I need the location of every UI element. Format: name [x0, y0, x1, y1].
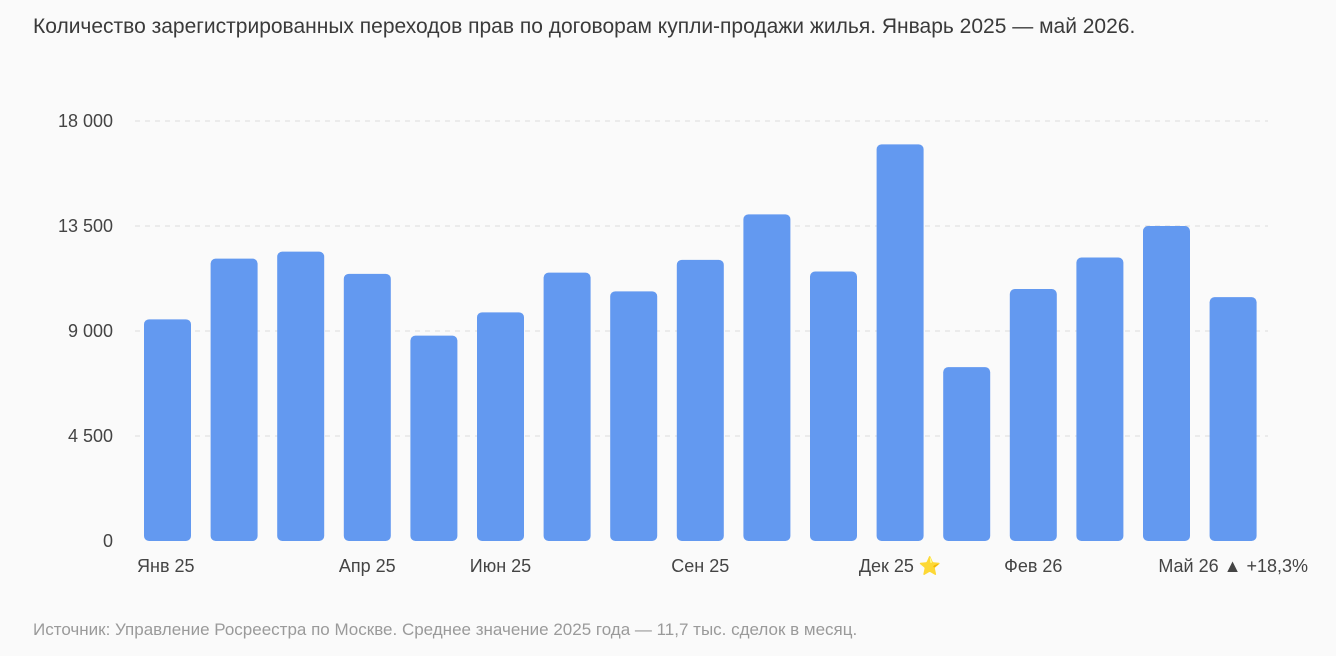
- bar: [410, 335, 458, 541]
- bar-chart: 0 4 500 9 000 13 500 18 000 Янв 25 Апр 25 Июн …: [58, 111, 1308, 576]
- bar: [743, 214, 791, 542]
- bar: [943, 367, 991, 541]
- y-tick-label: 0: [103, 531, 113, 551]
- bar: [144, 319, 191, 541]
- bar: [1076, 257, 1124, 541]
- bar: [610, 291, 658, 541]
- bar: [477, 312, 524, 541]
- bar: [810, 271, 857, 541]
- x-tick-label: Дек 25 ⭐: [859, 555, 942, 576]
- x-tick-label: Июн 25: [470, 556, 531, 576]
- source-note: Источник: Управление Росреестра по Москв…: [33, 620, 858, 639]
- bar: [1209, 297, 1257, 541]
- bar: [343, 273, 391, 541]
- bar: [676, 259, 724, 541]
- x-tick-label: Апр 25: [339, 556, 396, 576]
- y-tick-label: 13 500: [58, 216, 113, 236]
- bar: [277, 251, 325, 541]
- x-tick-label: Фев 26: [1004, 556, 1062, 576]
- y-tick-label: 4 500: [68, 426, 113, 446]
- y-axis-ticks: 0 4 500 9 000 13 500 18 000: [58, 111, 113, 551]
- x-tick-label: Янв 25: [137, 556, 195, 576]
- bar: [1009, 289, 1057, 541]
- bars: [144, 144, 1257, 542]
- chart-title: Количество зарегистрированных переходов …: [33, 15, 1136, 38]
- bar: [210, 258, 258, 541]
- bar: [876, 144, 924, 542]
- bar: [1143, 226, 1190, 541]
- y-tick-label: 9 000: [68, 321, 113, 341]
- x-axis-ticks: Янв 25 Апр 25 Июн 25 Сен 25 Дек 25 ⭐ Фев 26 Ма…: [137, 555, 1308, 576]
- y-tick-label: 18 000: [58, 111, 113, 131]
- x-tick-label: Сен 25: [671, 556, 729, 576]
- x-tick-label: Май 26 ▲ +18,3%: [1158, 556, 1308, 576]
- bar: [543, 272, 591, 541]
